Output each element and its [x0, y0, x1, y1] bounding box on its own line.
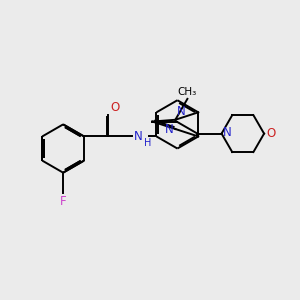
Text: F: F	[60, 195, 67, 208]
Text: O: O	[266, 127, 276, 140]
Text: O: O	[110, 101, 119, 114]
Text: N: N	[177, 105, 186, 118]
Text: CH₃: CH₃	[178, 87, 197, 97]
Text: N: N	[165, 123, 174, 136]
Text: H: H	[143, 138, 151, 148]
Text: N: N	[134, 130, 142, 143]
Text: N: N	[223, 126, 232, 139]
